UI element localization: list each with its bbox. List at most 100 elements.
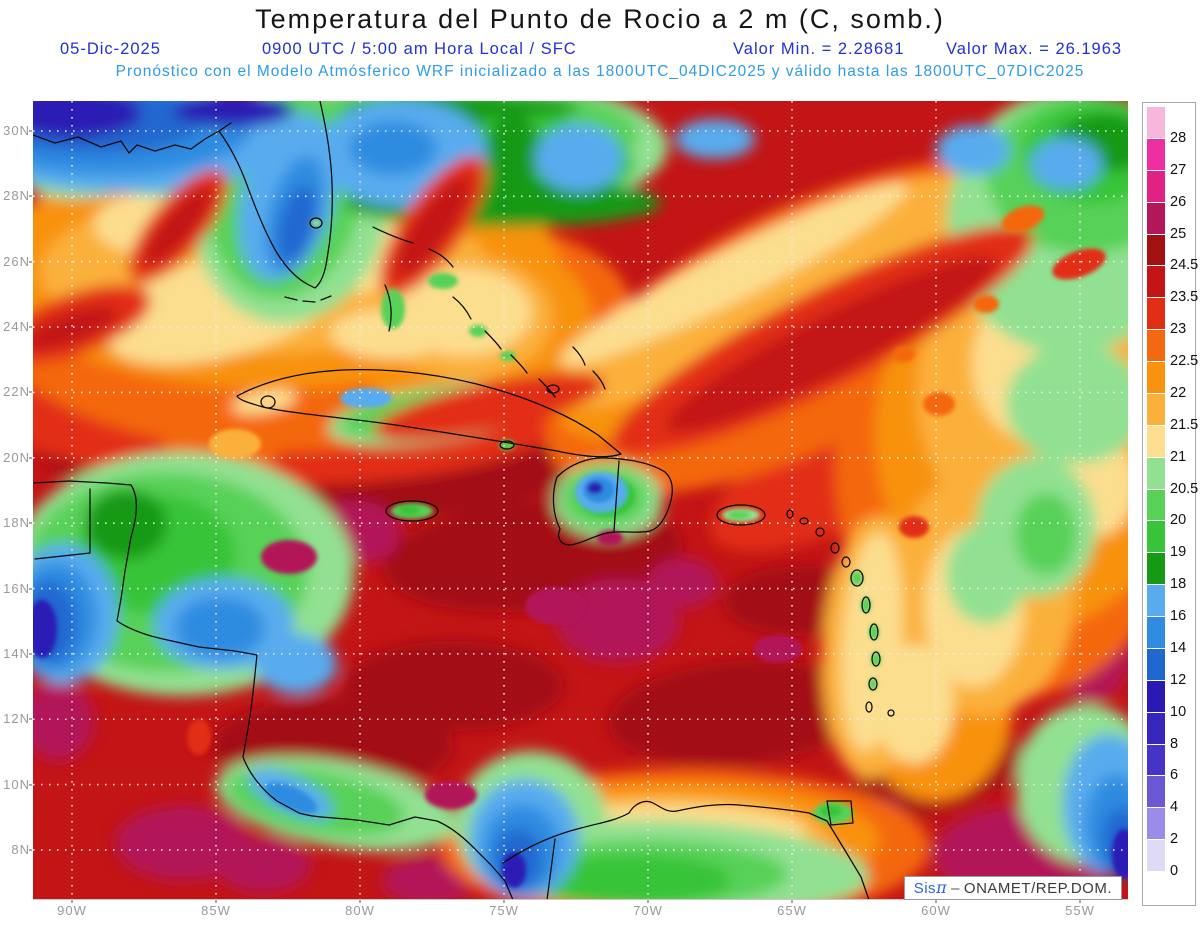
lat-tick-mark (29, 456, 32, 459)
lat-tick-mark (29, 783, 32, 786)
colorbar-label: 20 (1170, 512, 1187, 529)
lat-tick-label: 30N (3, 123, 30, 138)
lon-tick-label: 60W (921, 903, 951, 918)
lat-tick-label: 24N (3, 319, 30, 335)
colorbar-segment (1147, 872, 1165, 903)
lat-tick-label: 28N (3, 188, 30, 204)
colorbar-label: 26 (1170, 193, 1187, 210)
forecast-time: 0900 UTC / 5:00 am Hora Local / SFC (262, 40, 577, 58)
colorbar-segment (1147, 298, 1165, 330)
colorbar-label: 2 (1170, 831, 1179, 848)
colorbar-segment (1147, 680, 1165, 712)
lon-tick-label: 90W (57, 903, 87, 918)
colorbar-segment (1147, 585, 1165, 616)
lon-tick-label: 80W (345, 903, 375, 918)
lon-tick-label: 85W (201, 903, 231, 918)
colorbar-segment (1147, 425, 1165, 457)
lon-tick-mark (359, 900, 361, 903)
lon-tick-mark (791, 900, 793, 903)
lat-tick-label: 26N (3, 253, 30, 269)
pi-icon: π (936, 878, 948, 897)
colorbar-segment (1147, 362, 1165, 393)
value-min-label: Valor Min. = 2.28681 (733, 40, 905, 58)
lon-tick-label: 55W (1065, 903, 1095, 918)
lat-tick-label: 8N (11, 841, 30, 857)
colorbar-label: 4 (1170, 799, 1179, 816)
lat-tick-label: 16N (3, 580, 30, 596)
lat-tick-mark (29, 130, 32, 132)
lat-tick-label: 12N (3, 711, 30, 727)
colorbar-segment (1147, 521, 1165, 553)
colorbar-label: 6 (1170, 767, 1179, 784)
lat-tick-mark (29, 522, 32, 525)
colorbar-segment (1147, 202, 1165, 234)
lat-tick-mark (29, 848, 32, 851)
watermark-separator: – (951, 880, 960, 897)
colorbar-segment (1147, 266, 1165, 298)
colorbar-segment (1147, 840, 1165, 871)
lat-tick-label: 18N (3, 515, 30, 531)
colorbar-segment (1147, 648, 1165, 680)
colorbar-segments (1147, 107, 1165, 904)
model-init-line: Pronóstico con el Modelo Atmósferico WRF… (115, 63, 1085, 80)
colorbar-segment (1147, 393, 1165, 425)
colorbar-label: 19 (1170, 544, 1187, 561)
forecast-valid-line: 05-Dic-2025 0900 UTC / 5:00 am Hora Loca… (0, 40, 1200, 60)
lon-tick-label: 75W (489, 903, 519, 918)
colorbar-label: 27 (1170, 161, 1187, 178)
colorbar-label: 23 (1170, 321, 1187, 338)
colorbar-segment (1147, 489, 1165, 521)
colorbar-label: 28 (1170, 129, 1187, 146)
forecast-map: Sisπ – ONAMET/REP.DOM. (33, 101, 1128, 900)
lon-tick-mark (71, 900, 73, 903)
colorbar-segment (1147, 744, 1165, 776)
dewpoint-contour-field (33, 101, 1128, 900)
colorbar-segment (1147, 234, 1165, 266)
lat-tick-label: 10N (3, 776, 30, 792)
lon-tick-mark (215, 900, 217, 903)
colorbar-label: 21.5 (1170, 416, 1199, 433)
sispi-logo: Sis (913, 880, 937, 897)
colorbar-label: 22.5 (1170, 353, 1199, 370)
lon-tick-mark (1079, 900, 1081, 903)
colorbar-label: 22 (1170, 384, 1187, 401)
lat-tick-mark (29, 260, 32, 263)
lon-tick-label: 70W (633, 903, 663, 918)
colorbar-segment (1147, 457, 1165, 489)
lon-tick-mark (503, 900, 505, 903)
lon-tick-mark (935, 900, 937, 903)
colorbar-label: 0 (1170, 863, 1179, 880)
colorbar-label: 12 (1170, 671, 1187, 688)
colorbar-label: 8 (1170, 735, 1179, 752)
colorbar-segment (1147, 553, 1165, 585)
watermark-box: Sisπ – ONAMET/REP.DOM. (903, 876, 1122, 900)
colorbar-segment (1147, 330, 1165, 361)
lon-tick-label: 65W (777, 903, 807, 918)
page-title: Temperatura del Punto de Rocio a 2 m (C,… (255, 4, 945, 34)
lat-tick-mark (29, 195, 32, 198)
colorbar-segment (1147, 617, 1165, 648)
colorbar-segment (1147, 712, 1165, 744)
colorbar-segment (1147, 138, 1165, 170)
lat-tick-label: 22N (3, 384, 30, 400)
colorbar-label: 10 (1170, 703, 1187, 720)
lat-tick-mark (29, 652, 32, 655)
lat-tick-mark (29, 391, 32, 394)
lat-tick-label: 20N (3, 449, 30, 465)
watermark-org: ONAMET/REP.DOM. (963, 880, 1112, 897)
forecast-date: 05-Dic-2025 (60, 40, 161, 58)
lat-tick-mark (29, 718, 32, 721)
colorbar-label: 21 (1170, 448, 1187, 465)
colorbar-segment (1147, 107, 1165, 138)
colorbar-label: 20.5 (1170, 480, 1199, 497)
colorbar: 28 27 26 25 24.5 23.5 23 22.5 22 21.5 21 20.5 20 19 18… (1142, 102, 1199, 906)
value-max-label: Valor Max. = 26.1963 (946, 40, 1123, 58)
colorbar-segment (1147, 170, 1165, 202)
colorbar-label: 14 (1170, 639, 1187, 656)
colorbar-label: 24.5 (1170, 257, 1199, 274)
colorbar-label: 16 (1170, 608, 1187, 625)
lat-tick-mark (29, 326, 32, 329)
lat-tick-mark (29, 587, 32, 590)
colorbar-label: 18 (1170, 576, 1187, 593)
